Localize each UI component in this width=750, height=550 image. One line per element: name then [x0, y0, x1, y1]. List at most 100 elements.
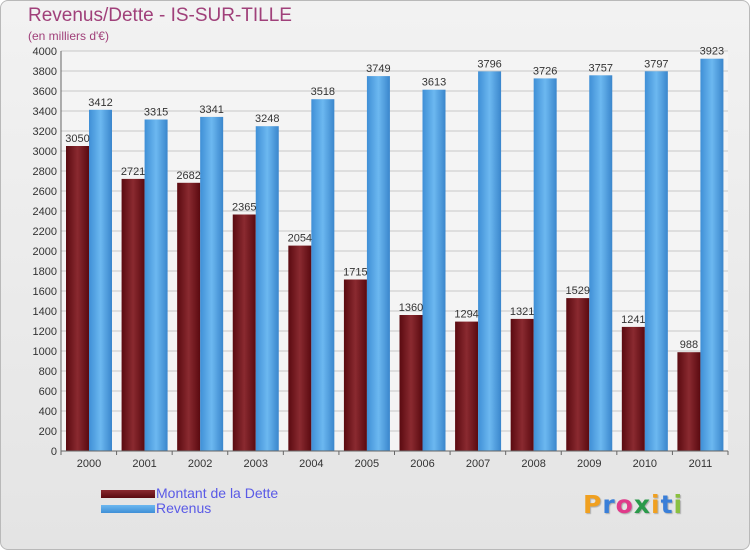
bar-dette	[621, 326, 645, 451]
bar-revenus	[144, 119, 168, 451]
bar-revenus	[89, 109, 112, 452]
legend-swatch-dette	[101, 490, 155, 498]
y-tick-label: 1000	[33, 346, 57, 358]
y-tick-label: 800	[39, 366, 57, 378]
y-tick-label: 3600	[33, 86, 57, 98]
legend-swatch-revenus	[101, 505, 155, 513]
bar-revenus	[200, 116, 224, 452]
logo-letter: r	[602, 490, 616, 519]
bar-dette	[66, 146, 89, 451]
bar-dette	[566, 298, 590, 451]
data-label-revenus: 3757	[589, 62, 613, 74]
y-tick-label: 400	[39, 406, 57, 418]
proxiti-logo: Proxiti	[583, 490, 683, 519]
x-tick-label: 2008	[521, 458, 545, 470]
x-tick-label: 2003	[244, 458, 268, 470]
bar-revenus	[311, 99, 335, 451]
bar-dette	[121, 178, 145, 451]
x-tick-label: 2002	[188, 458, 212, 470]
bar-dette	[677, 352, 701, 451]
y-tick-label: 2000	[33, 246, 57, 258]
y-tick-label: 1600	[33, 286, 57, 298]
x-tick-label: 2004	[299, 458, 323, 470]
data-label-revenus: 3248	[255, 113, 279, 125]
legend-label-dette: Montant de la Dette	[156, 485, 279, 501]
data-label-revenus: 3518	[311, 86, 335, 98]
data-label-dette: 2721	[121, 166, 145, 178]
data-label-revenus: 3726	[533, 65, 557, 77]
data-label-dette: 1529	[566, 285, 590, 297]
y-tick-label: 2400	[33, 206, 57, 218]
data-label-dette: 1321	[510, 306, 534, 318]
data-label-dette: 1294	[454, 309, 478, 321]
bar-revenus	[589, 75, 613, 452]
bar-dette	[399, 315, 423, 451]
data-label-revenus: 3796	[477, 58, 501, 70]
y-tick-label: 1400	[33, 306, 57, 318]
grid-lines	[61, 50, 728, 452]
bar-revenus	[644, 71, 668, 452]
data-label-revenus: 3923	[700, 46, 724, 58]
logo-letter: x	[633, 490, 651, 519]
y-tick-label: 1200	[33, 326, 57, 338]
data-label-dette: 988	[680, 339, 698, 351]
data-label-dette: 1360	[399, 302, 423, 314]
y-tick-label: 3400	[33, 106, 57, 118]
data-label-dette: 2365	[232, 202, 256, 214]
data-label-revenus: 3613	[422, 77, 446, 89]
y-tick-label: 2200	[33, 226, 57, 238]
y-axis: 0 200 400 600 800 1000 1200 1400 1600 1800 2000 220…	[33, 46, 62, 458]
y-tick-label: 2800	[33, 166, 57, 178]
logo-letter: t	[660, 490, 674, 519]
bars	[66, 58, 724, 452]
y-tick-label: 3000	[33, 146, 57, 158]
data-label-revenus: 3797	[644, 58, 668, 70]
x-tick-label: 2005	[355, 458, 379, 470]
data-labels: 3050 3412 2721 3315 2682 3341 2365 3248 2054 3518…	[65, 46, 724, 352]
data-label-revenus: 3749	[366, 63, 390, 75]
bar-dette	[288, 245, 312, 451]
x-tick-label: 2006	[410, 458, 434, 470]
data-label-revenus: 3412	[88, 97, 112, 109]
data-label-dette: 1241	[621, 314, 645, 326]
x-tick-label: 2009	[577, 458, 601, 470]
data-label-revenus: 3341	[199, 104, 223, 116]
data-label-dette: 2054	[288, 233, 312, 245]
bar-revenus	[478, 71, 502, 452]
bar-dette	[177, 182, 201, 452]
bar-revenus	[533, 78, 557, 452]
data-label-dette: 2682	[176, 170, 200, 182]
chart-subtitle: (en milliers d'€)	[28, 29, 109, 43]
logo-letter: i	[673, 490, 684, 519]
logo-letter: P	[583, 490, 603, 519]
bar-revenus	[700, 58, 724, 451]
y-tick-label: 0	[51, 446, 57, 458]
x-tick-label: 2011	[689, 458, 713, 470]
data-label-dette: 3050	[65, 133, 89, 145]
bar-dette	[455, 321, 479, 451]
bar-dette	[343, 279, 367, 451]
data-label-revenus: 3315	[144, 107, 168, 119]
bar-revenus	[422, 89, 446, 451]
logo-letter: o	[615, 490, 634, 519]
bar-dette	[232, 214, 256, 451]
x-axis: 2000 2001 2002 2003 2004 2005 2006 2007 2008 2009…	[60, 450, 729, 470]
x-tick-label: 2000	[77, 458, 101, 470]
y-tick-label: 1800	[33, 266, 57, 278]
y-tick-label: 2600	[33, 186, 57, 198]
y-tick-label: 4000	[33, 46, 57, 58]
y-tick-label: 3200	[33, 126, 57, 138]
data-label-dette: 1715	[343, 267, 367, 279]
y-tick-label: 200	[39, 426, 57, 438]
x-tick-label: 2007	[466, 458, 490, 470]
x-tick-label: 2001	[132, 458, 156, 470]
bar-dette	[510, 318, 534, 451]
y-tick-label: 600	[39, 386, 57, 398]
chart-title: Revenus/Dette - IS-SUR-TILLE	[28, 5, 292, 26]
bar-revenus	[255, 126, 279, 451]
logo-letter: i	[651, 490, 661, 519]
bar-revenus	[366, 76, 390, 451]
legend-label-revenus: Revenus	[156, 500, 212, 516]
